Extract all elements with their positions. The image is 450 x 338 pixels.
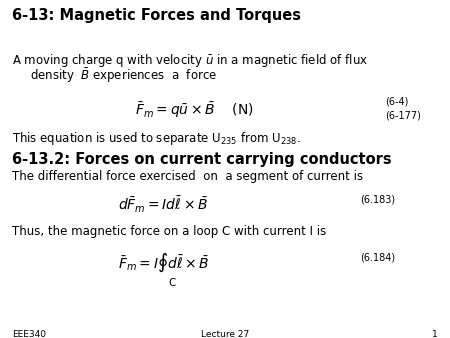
Text: 6-13.2: Forces on current carrying conductors: 6-13.2: Forces on current carrying condu… [12,152,391,167]
Text: density  $\bar{B}$ experiences  a  force: density $\bar{B}$ experiences a force [30,67,217,86]
Text: EEE340: EEE340 [12,330,46,338]
Text: Lecture 27: Lecture 27 [201,330,249,338]
Text: A moving charge q with velocity $\bar{u}$ in a magnetic field of flux: A moving charge q with velocity $\bar{u}… [12,52,368,69]
Text: The differential force exercised  on  a segment of current is: The differential force exercised on a se… [12,170,363,183]
Text: $\bar{F}_m = q\bar{u} \times \bar{B}$    (N): $\bar{F}_m = q\bar{u} \times \bar{B}$ (N… [135,100,254,120]
Text: Thus, the magnetic force on a loop C with current I is: Thus, the magnetic force on a loop C wit… [12,225,326,238]
Text: $\bar{F}_m = I\oint d\bar{\ell} \times \bar{B}$: $\bar{F}_m = I\oint d\bar{\ell} \times \… [118,252,210,274]
Text: This equation is used to separate $\mathregular{U}_{235}$ from $\mathregular{U}_: This equation is used to separate $\math… [12,130,301,147]
Text: C: C [168,278,176,288]
Text: 1: 1 [432,330,438,338]
Text: (6-4): (6-4) [385,97,409,107]
Text: (6-177): (6-177) [385,110,421,120]
Text: (6.184): (6.184) [360,252,395,262]
Text: (6.183): (6.183) [360,195,395,205]
Text: $d\bar{F}_m = Id\bar{\ell} \times \bar{B}$: $d\bar{F}_m = Id\bar{\ell} \times \bar{B… [118,195,208,215]
Text: 6-13: Magnetic Forces and Torques: 6-13: Magnetic Forces and Torques [12,8,301,23]
